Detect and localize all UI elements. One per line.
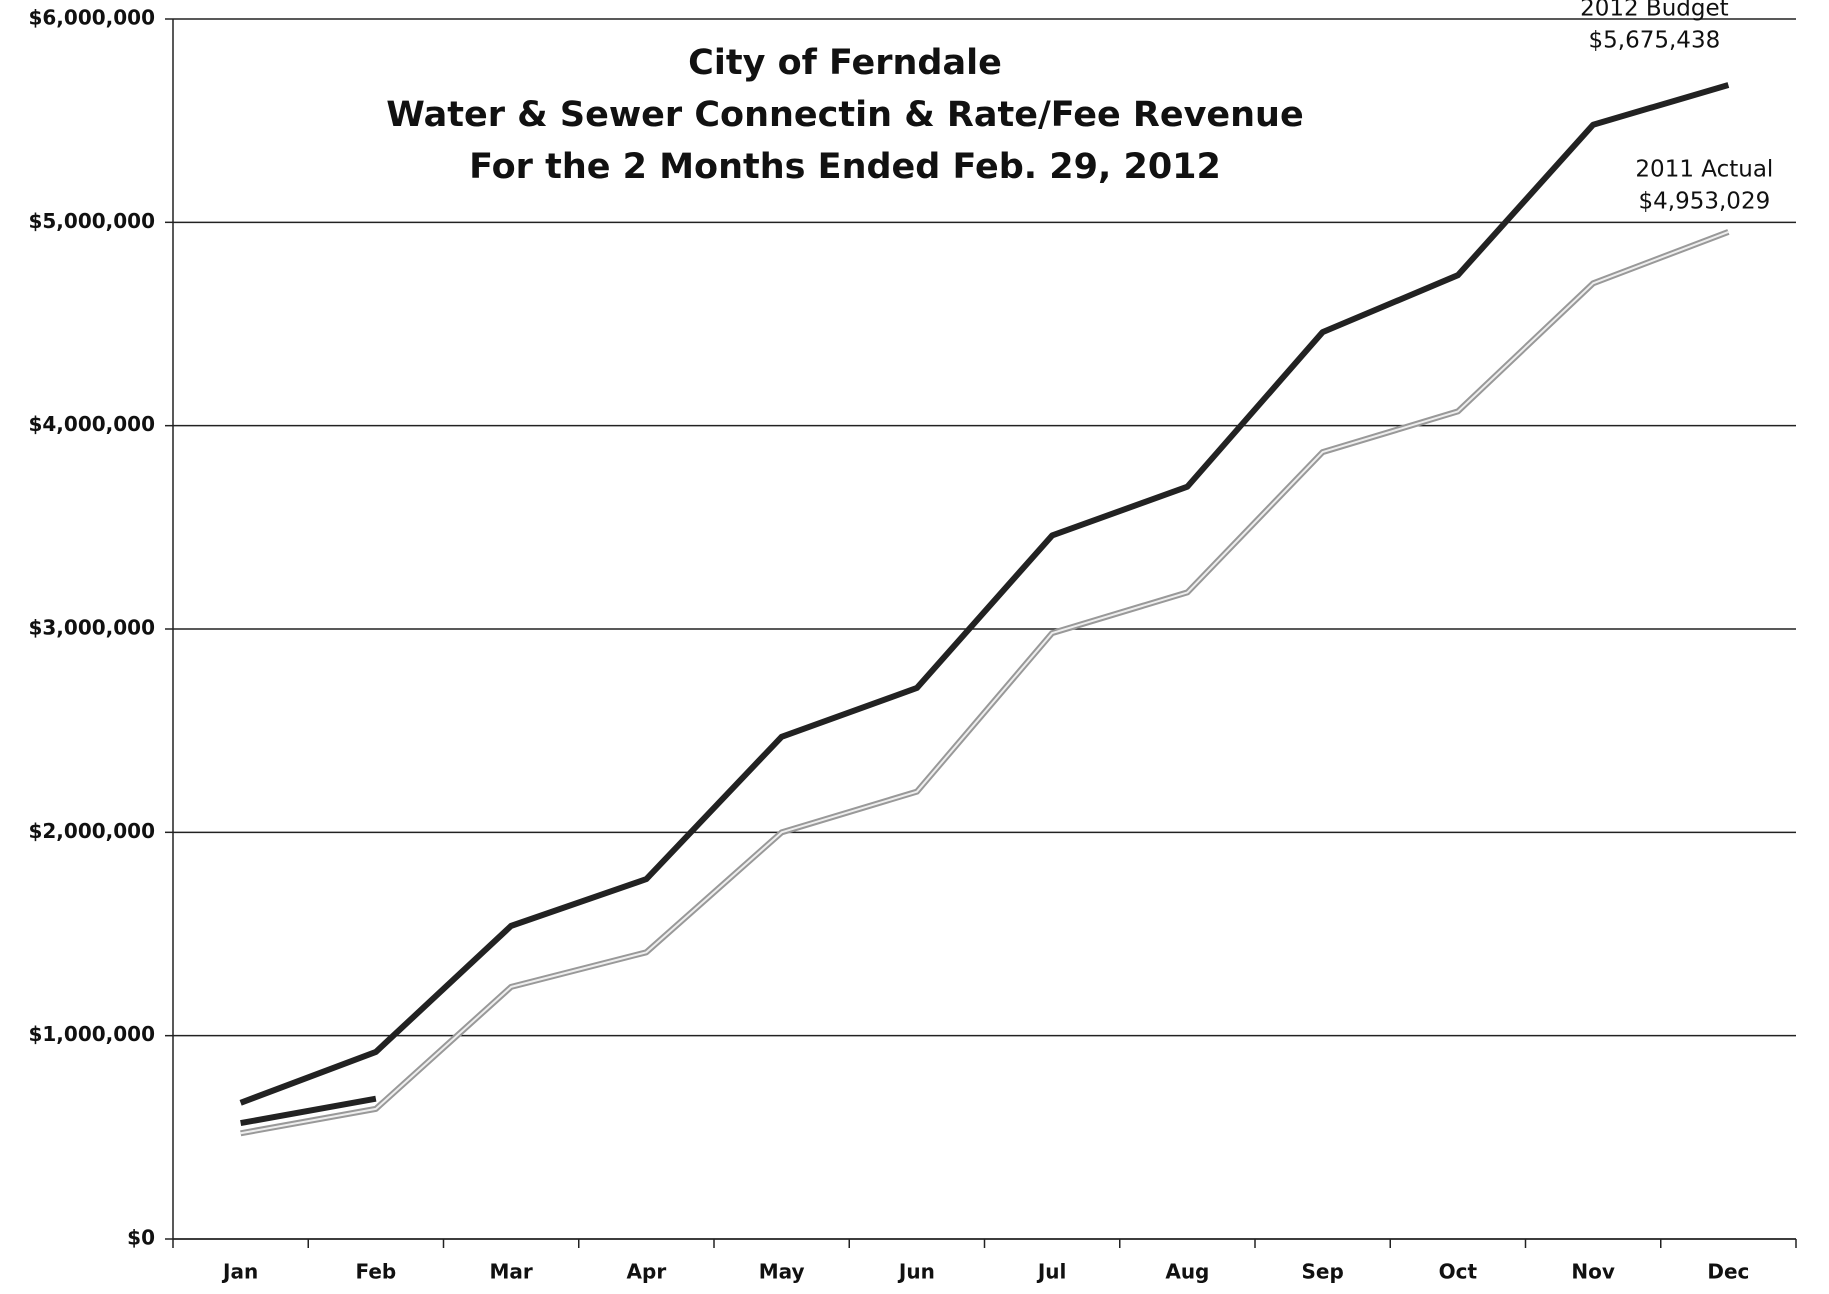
x-tick-label: Nov bbox=[1571, 1260, 1615, 1284]
chart-title: City of Ferndale bbox=[688, 43, 1002, 83]
y-tick-label: $3,000,000 bbox=[28, 616, 155, 640]
x-tick-label: Aug bbox=[1165, 1260, 1209, 1284]
annotation: 2011 Actual bbox=[1635, 156, 1773, 182]
series-line bbox=[239, 82, 1730, 1106]
x-tick-label: Dec bbox=[1707, 1260, 1749, 1284]
x-tick-label: Feb bbox=[356, 1260, 397, 1284]
y-tick-label: $4,000,000 bbox=[28, 412, 155, 436]
y-tick-label: $5,000,000 bbox=[28, 209, 155, 233]
series-line-group bbox=[240, 1095, 377, 1127]
chart-title: For the 2 Months Ended Feb. 29, 2012 bbox=[469, 147, 1221, 187]
x-tick-label: Jul bbox=[1036, 1260, 1067, 1284]
y-tick-label: $1,000,000 bbox=[28, 1022, 155, 1046]
x-tick-label: Jun bbox=[897, 1260, 935, 1284]
y-tick-label: $6,000,000 bbox=[28, 6, 155, 30]
x-tick-label: Sep bbox=[1301, 1260, 1343, 1284]
x-tick-label: May bbox=[759, 1260, 805, 1284]
annotation: $5,675,438 bbox=[1589, 27, 1721, 53]
y-tick-label: $2,000,000 bbox=[28, 819, 155, 843]
series-line-group bbox=[240, 229, 1730, 1137]
series-line bbox=[240, 1095, 377, 1127]
chart-title: Water & Sewer Connectin & Rate/Fee Reven… bbox=[386, 95, 1303, 135]
x-tick-label: Mar bbox=[489, 1260, 532, 1284]
y-tick-label: $0 bbox=[127, 1226, 155, 1250]
x-tick-label: Oct bbox=[1439, 1260, 1478, 1284]
x-tick-label: Apr bbox=[627, 1260, 667, 1284]
series-line-group bbox=[239, 82, 1730, 1106]
annotation: $4,953,029 bbox=[1639, 188, 1771, 214]
x-tick-label: Jan bbox=[221, 1260, 258, 1284]
series-line-inner bbox=[240, 230, 1729, 1135]
annotation: 2012 Budget bbox=[1580, 0, 1729, 21]
